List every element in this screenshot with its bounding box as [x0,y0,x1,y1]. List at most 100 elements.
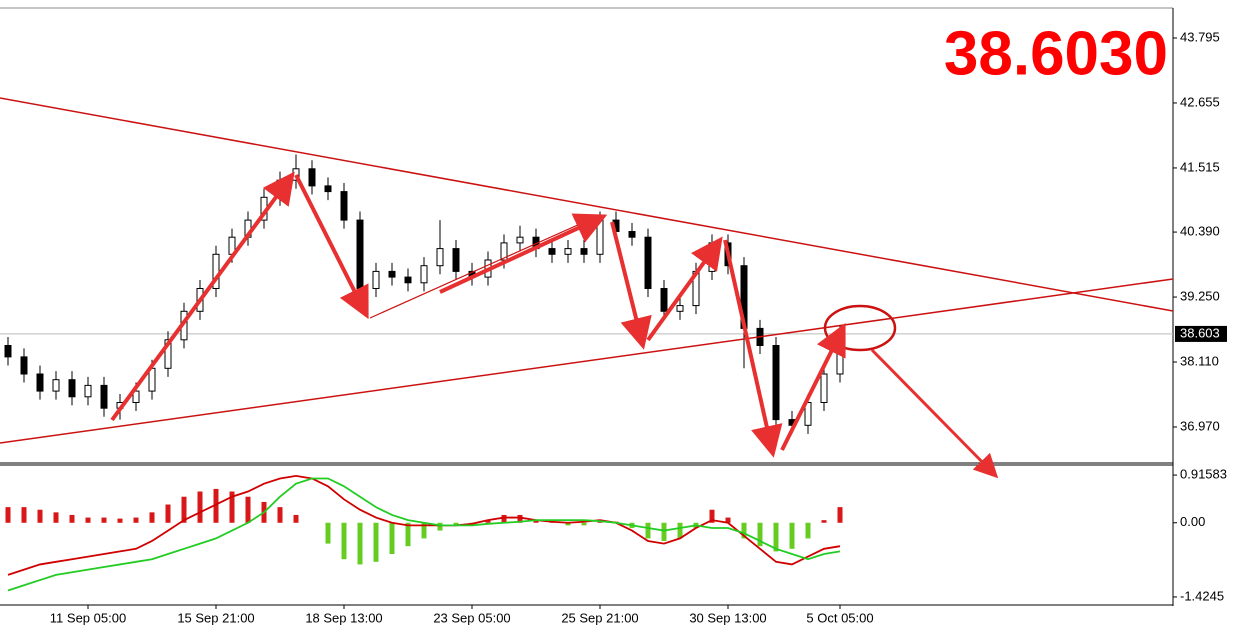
price-annotation: 38.6030 [944,19,1168,88]
candle-body [772,344,780,421]
macd-bar [485,520,491,523]
macd-bar [149,512,155,523]
candle-body [580,248,588,255]
arrow [610,221,652,350]
macd-bar [725,517,731,523]
x-tick-label: 30 Sep 13:00 [689,610,766,625]
macd-bar [405,522,411,547]
candle-body [372,270,380,289]
candle-body [596,219,604,255]
candle-body [436,248,444,267]
current-price-box [1175,325,1227,342]
macd-bar [789,522,795,549]
macd-bar [69,514,75,523]
candle-body [404,276,412,284]
macd-bar [293,514,299,523]
macd-bar [325,522,331,544]
macd-bar [821,520,827,523]
candle-body [356,219,364,289]
macd-bar [341,522,347,560]
candle-body [164,339,172,369]
macd-bar [805,522,811,539]
candle-body [20,356,28,375]
x-tick-label: 23 Sep 05:00 [433,610,510,625]
candle-body [452,248,460,272]
macd-bar [101,517,107,523]
macd-bar [277,507,283,523]
candle-body [804,401,812,426]
macd-bar [181,496,187,523]
trend-lines [0,97,1174,444]
macd-bar [757,522,763,547]
candle-body [4,344,12,358]
arrows [110,171,999,479]
candle-body [388,270,396,278]
arrow [870,348,999,479]
y-tick-label: 41.515 [1180,159,1220,174]
macd-bar [165,504,171,523]
candle-body [36,373,44,392]
x-tick-label: 25 Sep 21:00 [561,610,638,625]
macd-bar [645,522,651,539]
candle-body [420,265,428,284]
macd-bar [517,514,523,523]
candle-body [564,248,572,255]
macd-bar [37,509,43,523]
macd-bar [501,514,507,523]
candle-body [644,236,652,289]
macd-bar [5,507,11,523]
candle-body [820,373,828,403]
macd-bar [245,496,251,523]
macd-bar [421,522,427,539]
macd-bar [709,509,715,523]
candle-body [84,384,92,398]
arrow [294,174,369,320]
candle-body [676,305,684,312]
macd-bar [389,522,395,555]
macd-line [7,477,841,592]
candle-body [100,384,108,409]
candle-body [500,242,508,261]
candle-body [548,248,556,255]
candle-body [52,379,60,392]
arrow [780,322,846,451]
macd-bar [85,517,91,523]
macd-bar [229,491,235,523]
candle-body [324,185,332,193]
candle-body [308,168,316,187]
y-tick-label: 36.970 [1180,418,1220,433]
candle-body [516,236,524,244]
y-tick-label: 38.110 [1180,353,1219,368]
trend-line [0,97,1174,312]
macd-bar [837,507,843,523]
trend-line [0,278,1174,444]
x-tick-label: 11 Sep 05:00 [50,610,126,625]
arrow [646,236,723,342]
y-tick-label: 0.00 [1180,514,1205,529]
candle-body [660,287,668,312]
macd-bar [661,522,667,541]
macd-bar [21,507,27,523]
macd-bar [741,522,747,539]
arrow [439,213,608,294]
candle-body [340,191,348,221]
y-tick-label: 0.91583 [1180,466,1227,481]
macd-bar [357,522,363,565]
y-tick-label: -1.4245 [1180,588,1224,603]
macd-bar [197,491,203,523]
candle-body [68,379,76,398]
x-tick-label: 15 Sep 21:00 [177,610,254,625]
macd-bar [677,522,683,539]
macd-bar [117,518,123,523]
macd-bar [565,522,571,526]
trend-line [369,214,601,319]
macd-bar [213,488,219,523]
macd-bar [453,522,459,526]
candle-body [628,230,636,238]
y-tick-label: 40.390 [1180,224,1220,239]
macd-bar [773,522,779,552]
macd-bar [373,522,379,562]
y-tick-label: 42.655 [1180,94,1220,109]
arrow [110,171,295,422]
